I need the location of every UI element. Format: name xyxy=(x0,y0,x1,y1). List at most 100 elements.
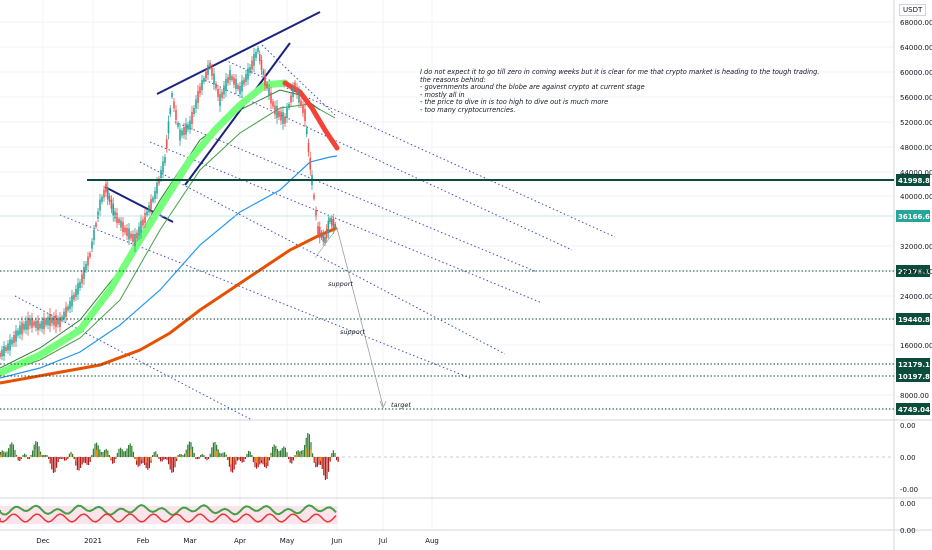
price-level-value: 10197.82 xyxy=(898,373,932,381)
osc1-bar xyxy=(204,457,206,459)
osc1-bar xyxy=(182,455,184,457)
candle-body xyxy=(229,70,231,80)
osc1-bar xyxy=(91,455,93,457)
osc1-bar xyxy=(212,442,214,457)
candle-body xyxy=(89,253,91,257)
osc1-bar xyxy=(248,450,250,457)
osc1-bar xyxy=(283,446,285,457)
osc1-bar xyxy=(144,457,146,466)
y-tick-label: 64000.00 xyxy=(900,44,932,52)
osc1-bar xyxy=(196,457,198,460)
price-level-tag xyxy=(896,370,930,382)
note-line: I do not expect it to go till zero in co… xyxy=(420,68,820,76)
osc1-bar xyxy=(124,451,126,457)
osc1-bar xyxy=(41,455,43,457)
candle-body xyxy=(209,62,211,68)
osc1-bar xyxy=(115,457,117,458)
osc1-bar xyxy=(156,454,158,457)
candle-body xyxy=(304,109,306,121)
osc1-bar xyxy=(273,444,275,457)
upper-trend-line xyxy=(156,11,321,95)
osc1-bar xyxy=(59,457,61,459)
osc1-bar xyxy=(280,450,282,457)
candle-body xyxy=(197,91,199,103)
osc1-bar xyxy=(225,455,227,457)
osc1-bar xyxy=(328,457,330,472)
osc1-bar xyxy=(43,455,45,457)
x-tick-label: Apr xyxy=(234,537,246,545)
candle-body xyxy=(169,108,172,115)
osc1-bar xyxy=(158,457,160,459)
osc1-bar xyxy=(241,457,243,463)
candle-body xyxy=(199,86,201,94)
candle-body xyxy=(167,121,170,134)
osc1-bar xyxy=(164,457,166,459)
candle-body xyxy=(255,52,257,58)
osc1-bar xyxy=(166,457,168,460)
osc1-bar xyxy=(190,449,192,457)
candle-body xyxy=(320,232,323,238)
osc1-bar xyxy=(28,457,30,459)
candle-body xyxy=(266,83,268,89)
osc1-bar xyxy=(211,447,213,457)
osc1-bar xyxy=(220,455,222,457)
osc1-bar xyxy=(38,446,40,457)
osc1-bar xyxy=(155,454,157,457)
osc1-bar xyxy=(60,457,62,458)
moving-averages xyxy=(0,79,340,385)
osc1-bar xyxy=(235,457,237,461)
osc1-bar xyxy=(318,457,320,465)
candle-body xyxy=(305,128,308,135)
osc1-bar xyxy=(94,443,96,457)
osc1-bar xyxy=(324,457,326,480)
osc1-bar xyxy=(89,457,91,463)
osc1-bar xyxy=(134,457,136,460)
price-level-value: 4749.04 xyxy=(898,406,930,414)
osc1-bar xyxy=(96,449,97,457)
osc1-bar xyxy=(49,457,51,464)
candle-body xyxy=(108,195,111,202)
osc1-bar xyxy=(192,446,194,457)
candle-body xyxy=(223,85,225,95)
note-line: - mostly all in xyxy=(420,90,465,99)
candle-body xyxy=(164,157,166,163)
candle-body xyxy=(103,189,105,198)
candle-body xyxy=(215,83,217,89)
osc1-bar xyxy=(48,457,50,459)
osc1-bar xyxy=(9,444,11,457)
osc1-bar xyxy=(289,457,291,463)
candle-body xyxy=(53,316,55,326)
candle-body xyxy=(47,317,49,326)
osc1-bar xyxy=(0,454,1,457)
osc1-bar xyxy=(4,452,6,457)
x-tick-label: Dec xyxy=(36,537,50,545)
osc1-bar xyxy=(153,452,155,457)
osc1-bar xyxy=(92,448,94,457)
osc1-bar xyxy=(281,448,283,457)
candle-body xyxy=(124,227,126,233)
osc1-bar xyxy=(256,457,257,463)
osc1-bar xyxy=(284,447,286,457)
price-level-tag xyxy=(896,403,930,415)
y-tick-label: 40000.00 xyxy=(900,193,932,201)
osc1-bar xyxy=(246,453,248,457)
candle-body xyxy=(25,320,27,330)
candle-body xyxy=(245,74,247,82)
osc1-bar xyxy=(316,457,318,467)
y-tick-label: 48000.00 xyxy=(900,144,932,152)
osc1-bar xyxy=(99,449,101,457)
osc1-bar xyxy=(19,457,21,462)
y-tick-label: 52000.00 xyxy=(900,119,932,127)
channel-line xyxy=(149,141,543,304)
osc1-bar xyxy=(129,443,131,457)
osc1-bar xyxy=(65,457,67,459)
osc1-bar xyxy=(113,457,115,464)
osc1-bar xyxy=(200,454,202,457)
candle-body xyxy=(105,183,107,193)
candle-body xyxy=(19,325,21,335)
candle-body xyxy=(296,87,298,95)
osc2-line-slow xyxy=(0,513,337,523)
osc1-bar xyxy=(100,454,102,457)
